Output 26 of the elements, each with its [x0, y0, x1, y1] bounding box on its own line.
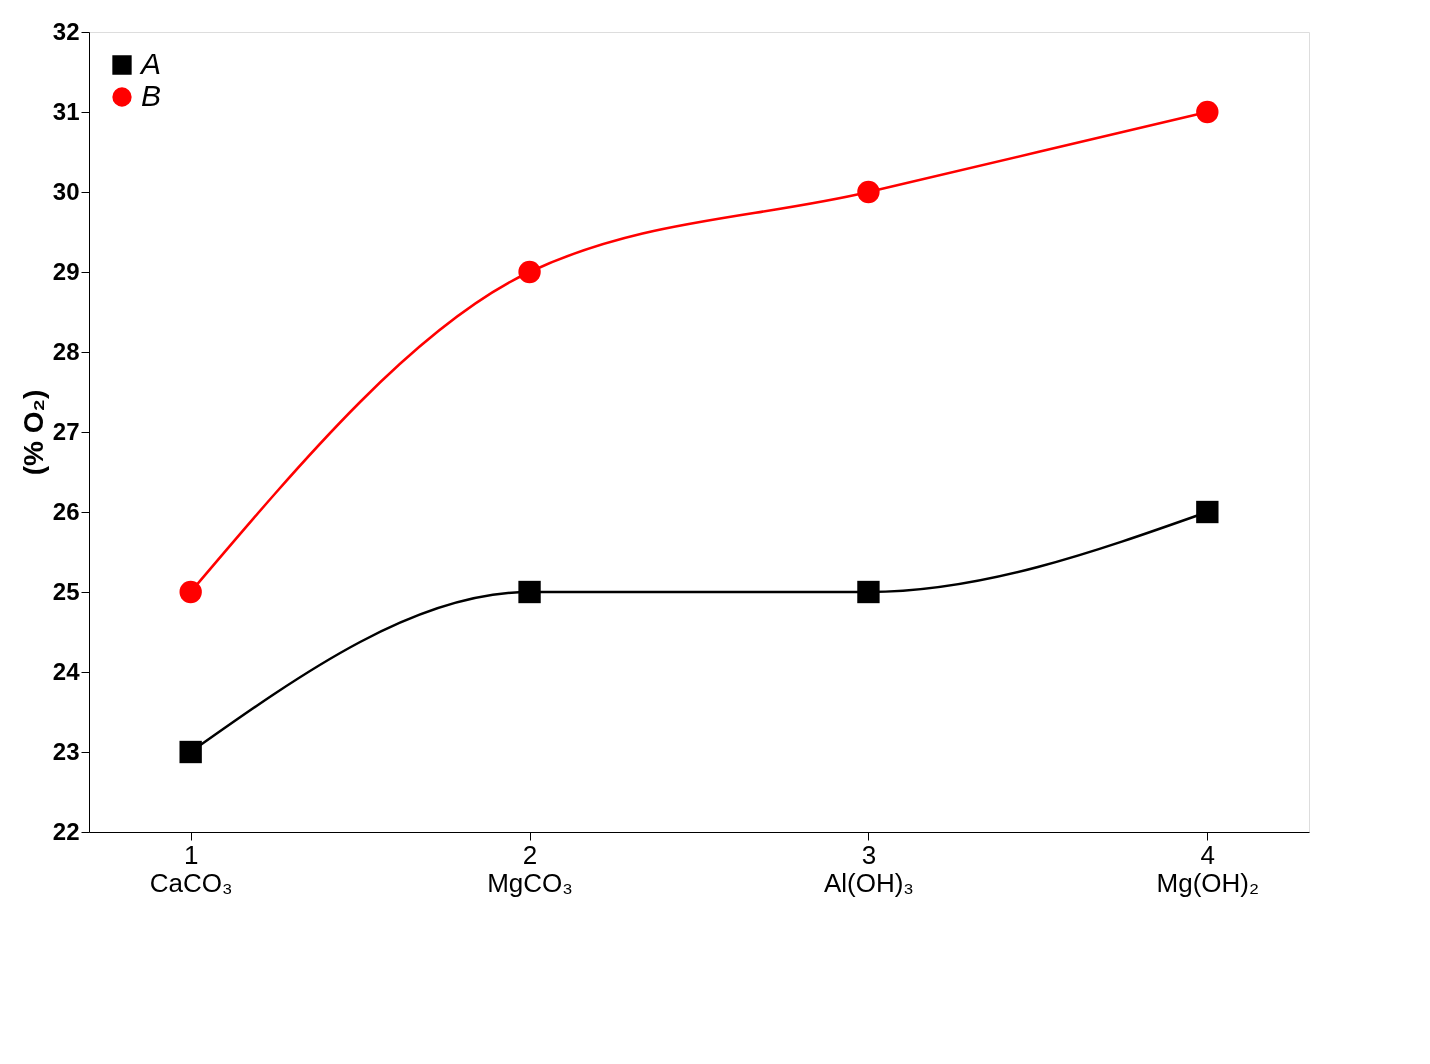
point [857, 580, 880, 604]
point [179, 740, 202, 764]
y-tick-label: 26 [52, 497, 80, 525]
y-tick-label: 30 [52, 177, 80, 205]
y-tick-label: 23 [52, 737, 80, 765]
y-tick-label: 22 [52, 817, 80, 845]
x-tick-label: 3 Al(OH)₃ [823, 839, 914, 898]
y-tick-label: 29 [52, 257, 80, 285]
legend-label: A [139, 47, 162, 80]
point [518, 260, 541, 284]
y-tick-label: 31 [52, 97, 80, 125]
y-tick-label: 24 [52, 657, 81, 685]
y-axis-title: (% O₂) [17, 389, 49, 476]
y-tick-label: 32 [52, 17, 80, 45]
point [518, 580, 541, 604]
point [1196, 100, 1219, 124]
x-tick-label: 4 Mg(OH)₂ [1156, 839, 1260, 898]
legend-label: B [141, 79, 162, 112]
x-tick-label: 1 CaCO₃ [149, 839, 233, 898]
x-tick-label: 2 MgCO₃ [487, 839, 573, 898]
y-tick-label: 28 [52, 337, 80, 365]
point [179, 580, 202, 604]
point [857, 180, 880, 204]
y-tick-label: 27 [52, 417, 80, 445]
y-tick-label: 25 [52, 577, 80, 605]
point [1196, 500, 1219, 524]
